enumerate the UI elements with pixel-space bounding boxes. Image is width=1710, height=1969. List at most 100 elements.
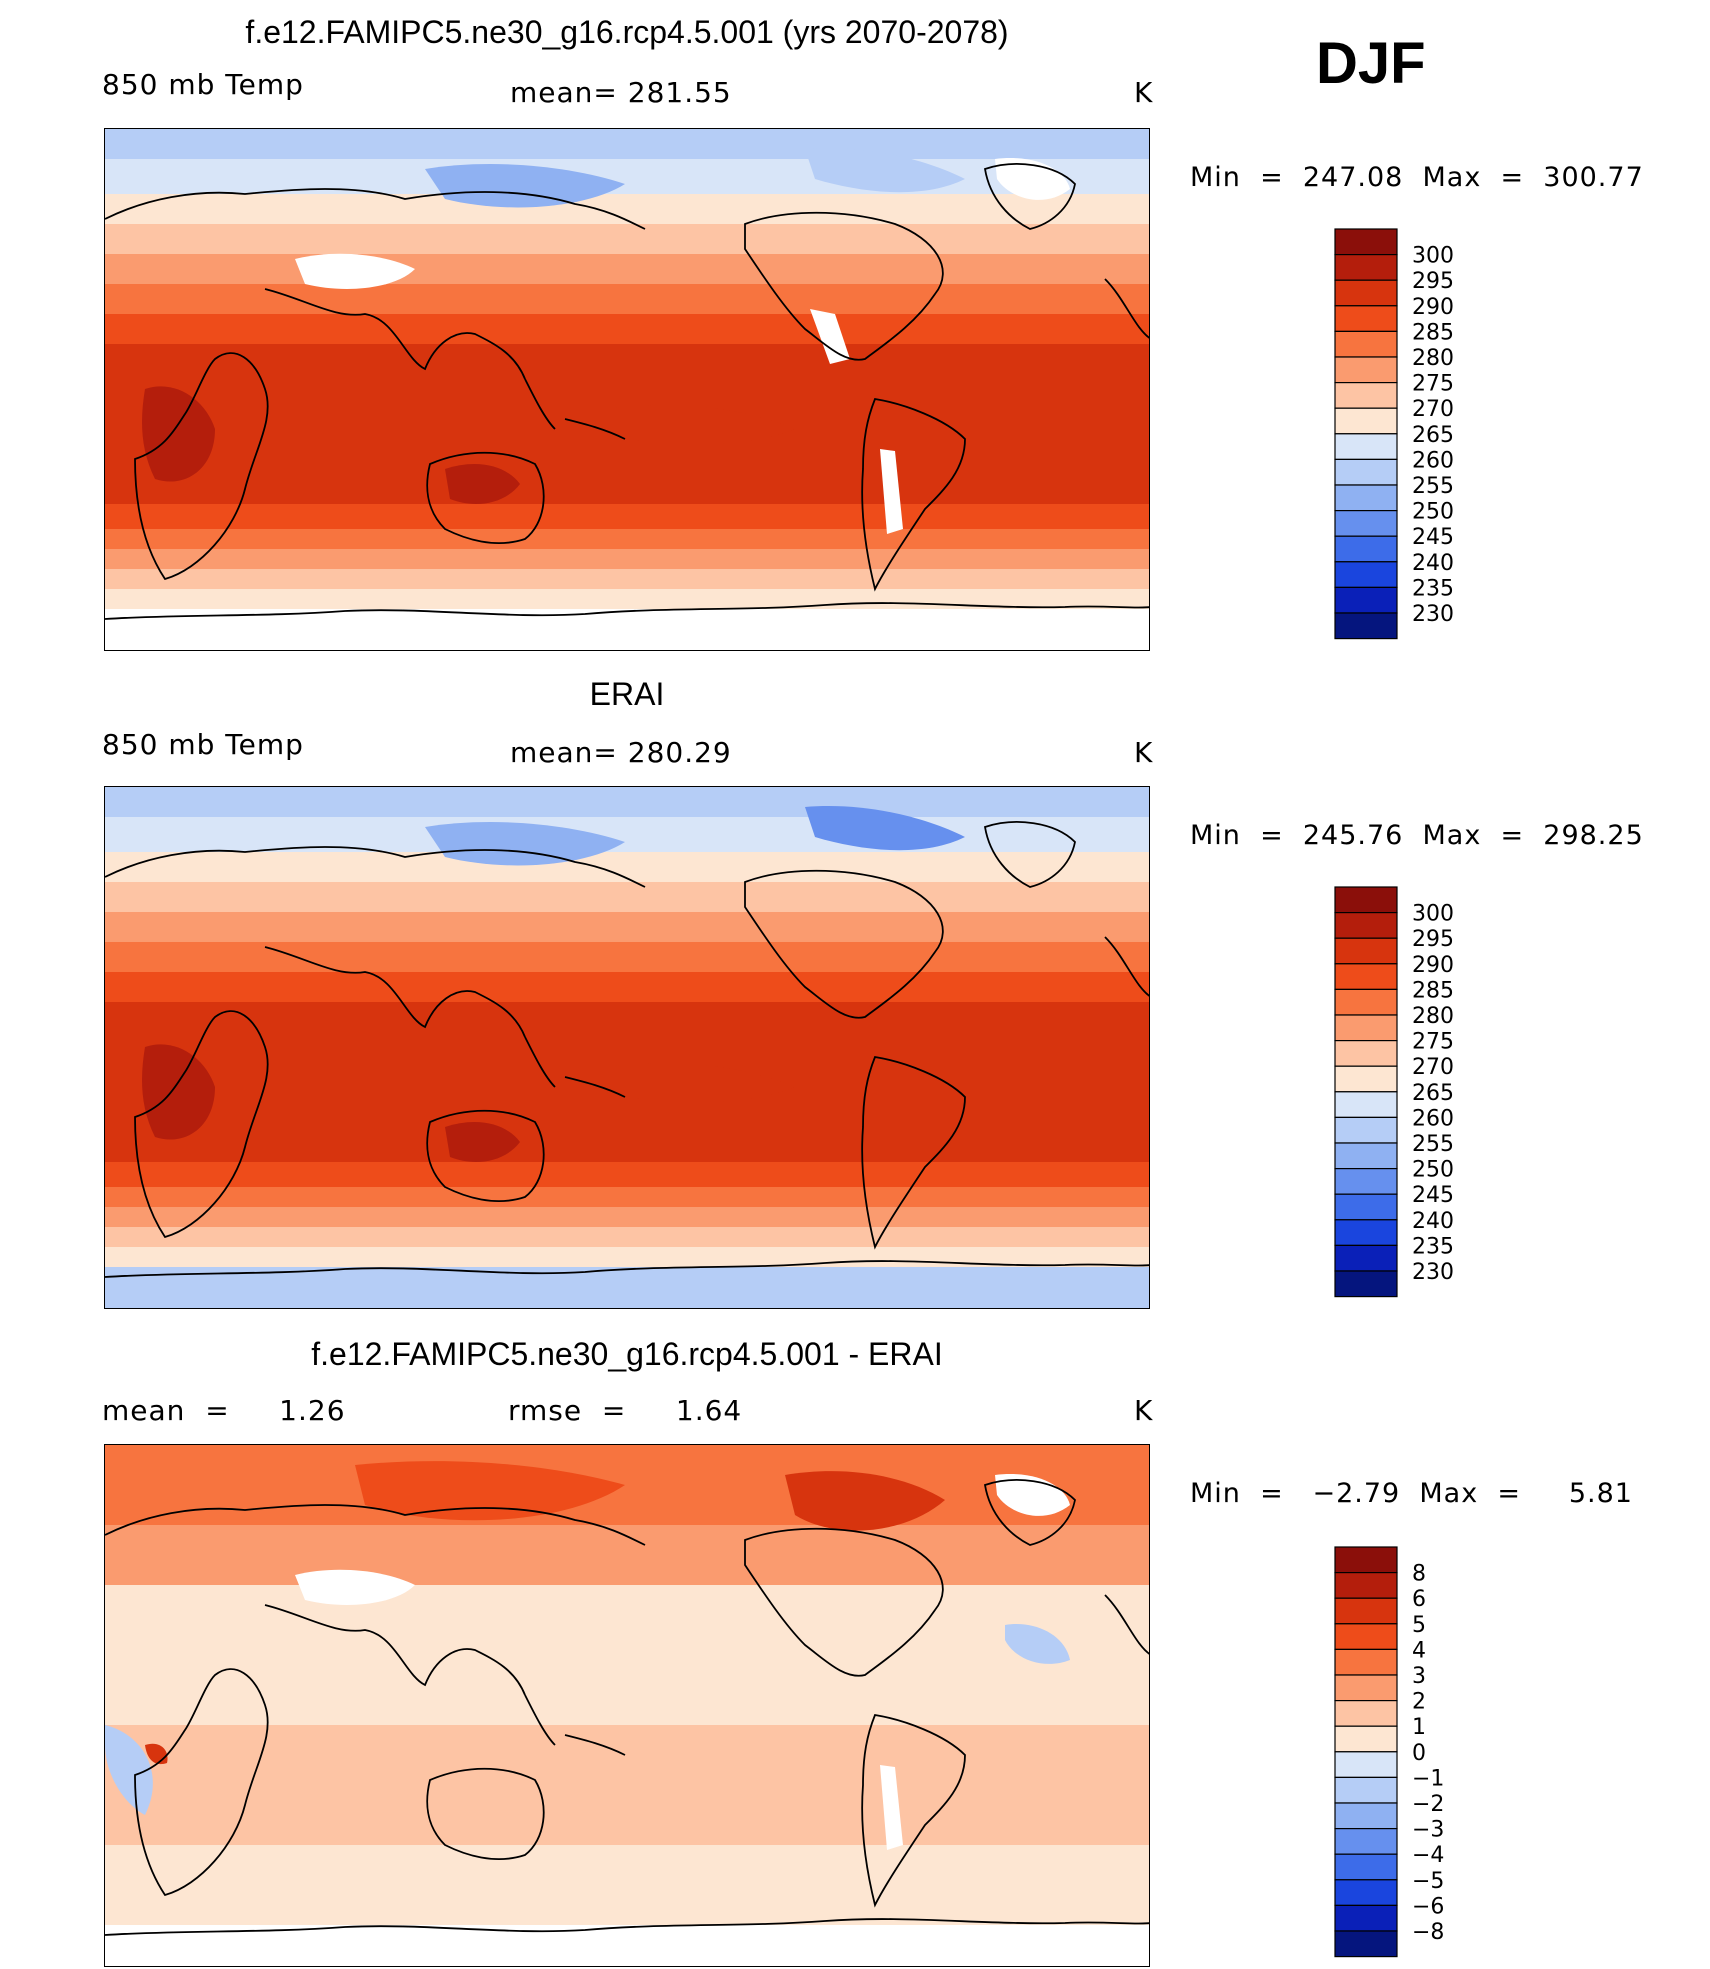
coastline xyxy=(983,821,1076,888)
colorbar-tick-label: 295 xyxy=(1412,927,1454,952)
colorbar-swatch xyxy=(1334,1142,1398,1170)
colorbar-swatch xyxy=(1334,1193,1398,1221)
coastline xyxy=(134,352,269,581)
panel-2-variable-label: 850 mb Temp xyxy=(102,728,304,761)
warm-core xyxy=(445,1122,520,1162)
colorbar-swatch xyxy=(1334,1725,1398,1753)
panel-3-rmse-label: rmse = 1.64 xyxy=(508,1394,743,1427)
panel-1-variable-label: 850 mb Temp xyxy=(102,68,304,101)
colorbar-tick-label: 1 xyxy=(1412,1715,1426,1740)
colorbar-swatch xyxy=(1334,1168,1398,1195)
colorbar-swatch xyxy=(1334,1219,1398,1246)
temperature-band xyxy=(105,569,1149,589)
colorbar-swatch xyxy=(1334,407,1398,435)
colorbar-tick-label: 4 xyxy=(1412,1638,1426,1663)
colorbar-swatch xyxy=(1334,1597,1398,1625)
colorbar-swatch xyxy=(1334,1116,1398,1144)
colorbar-tick-label: 260 xyxy=(1412,1106,1454,1131)
colorbar-tick-label: 285 xyxy=(1412,320,1454,345)
coastline xyxy=(426,1767,545,1861)
colorbar-swatch xyxy=(1334,1674,1398,1702)
panel-1-colorbar: 300 295 290 285 280 275 270 265 260 255 250 245 240 2… xyxy=(1334,228,1534,642)
coastline xyxy=(1104,1594,1149,1655)
colorbar-swatch xyxy=(1334,912,1398,939)
colorbar-tick-label: −4 xyxy=(1412,1843,1444,1868)
masked-terrain xyxy=(295,1569,415,1605)
colorbar-swatch xyxy=(1334,1879,1398,1906)
temperature-band xyxy=(105,129,1149,159)
colorbar-swatch xyxy=(1334,1546,1398,1574)
cooling-region xyxy=(105,1725,153,1815)
temperature-band xyxy=(105,1227,1149,1247)
colorbar-swatch xyxy=(1334,458,1398,486)
colorbar-swatch xyxy=(1334,510,1398,537)
colorbar-swatch xyxy=(1334,937,1398,965)
warm-core xyxy=(605,405,795,445)
coastline xyxy=(524,1036,626,1098)
temperature-band xyxy=(105,1267,1149,1308)
colorbar-swatch xyxy=(1334,305,1398,333)
panel-2-minmax: Min = 245.76 Max = 298.25 xyxy=(1190,820,1644,851)
coastline xyxy=(105,1504,646,1546)
colorbar-tick-label: 5 xyxy=(1412,1613,1426,1638)
colorbar-tick-label: 245 xyxy=(1412,525,1454,550)
temperature-band xyxy=(105,194,1149,224)
panel-2-units: K xyxy=(1134,736,1154,769)
temperature-band xyxy=(105,284,1149,314)
masked-terrain xyxy=(295,253,415,289)
colorbar-tick-label: 230 xyxy=(1412,602,1454,627)
temperature-band xyxy=(105,1187,1149,1207)
colorbar-swatch xyxy=(1334,963,1398,991)
coastline xyxy=(264,288,526,380)
colorbar-swatch xyxy=(1334,1091,1398,1119)
colorbar-tick-label: 3 xyxy=(1412,1664,1426,1689)
temperature-band xyxy=(105,882,1149,912)
temperature-band xyxy=(105,972,1149,1002)
warming-region xyxy=(785,1471,945,1531)
panel-1-map xyxy=(104,128,1150,651)
coastline xyxy=(744,211,944,361)
colorbar-tick-label: 280 xyxy=(1412,346,1454,371)
colorbar-tick-label: −8 xyxy=(1412,1920,1444,1945)
colorbar-tick-label: 290 xyxy=(1412,953,1454,978)
colorbar-tick-label: 265 xyxy=(1412,423,1454,448)
colorbar-swatch xyxy=(1334,612,1398,640)
panel-3-minmax: Min = −2.79 Max = 5.81 xyxy=(1190,1478,1633,1509)
coastline xyxy=(264,946,526,1038)
temperature-band xyxy=(105,1207,1149,1227)
colorbar-swatch xyxy=(1334,433,1398,461)
colorbar-tick-label: 250 xyxy=(1412,500,1454,525)
colorbar-tick-label: −2 xyxy=(1412,1792,1444,1817)
coastline xyxy=(105,188,646,230)
warm-core xyxy=(142,386,215,482)
masked-terrain xyxy=(810,309,850,364)
colorbar-swatch xyxy=(1334,356,1398,384)
temperature-band xyxy=(105,609,1149,650)
temperature-band xyxy=(105,1725,1149,1845)
temperature-band xyxy=(105,1585,1149,1725)
panel-1-mean-label: mean= 281.55 xyxy=(510,76,732,109)
colorbar-swatch xyxy=(1334,1623,1398,1651)
colorbar-swatch xyxy=(1334,1244,1398,1272)
masked-terrain xyxy=(880,1765,903,1850)
coastline xyxy=(264,1604,526,1696)
colorbar-tick-label: 295 xyxy=(1412,269,1454,294)
panel-3-title: f.e12.FAMIPC5.ne30_g16.rcp4.5.001 - ERAI xyxy=(311,1336,943,1372)
colorbar-swatch xyxy=(1334,1040,1398,1067)
coastline xyxy=(524,1694,626,1756)
colorbar-tick-label: 270 xyxy=(1412,1055,1454,1080)
season-label: DJF xyxy=(1316,31,1426,96)
masked-terrain xyxy=(995,158,1070,200)
temperature-band xyxy=(105,1925,1149,1966)
colorbar-tick-label: 255 xyxy=(1412,474,1454,499)
colorbar-tick-label: 250 xyxy=(1412,1158,1454,1183)
colorbar-tick-label: 290 xyxy=(1412,295,1454,320)
colorbar-swatch xyxy=(1334,1853,1398,1881)
coastline xyxy=(744,869,944,1019)
temperature-band xyxy=(105,159,1149,194)
colorbar-tick-label: −5 xyxy=(1412,1869,1444,1894)
coastline xyxy=(744,1527,944,1677)
colorbar-swatch xyxy=(1334,1802,1398,1830)
colorbar-tick-label: 0 xyxy=(1412,1741,1426,1766)
panel-2-colorbar: 300 295 290 285 280 275 270 265 260 255 250 245 240 2… xyxy=(1334,886,1534,1300)
